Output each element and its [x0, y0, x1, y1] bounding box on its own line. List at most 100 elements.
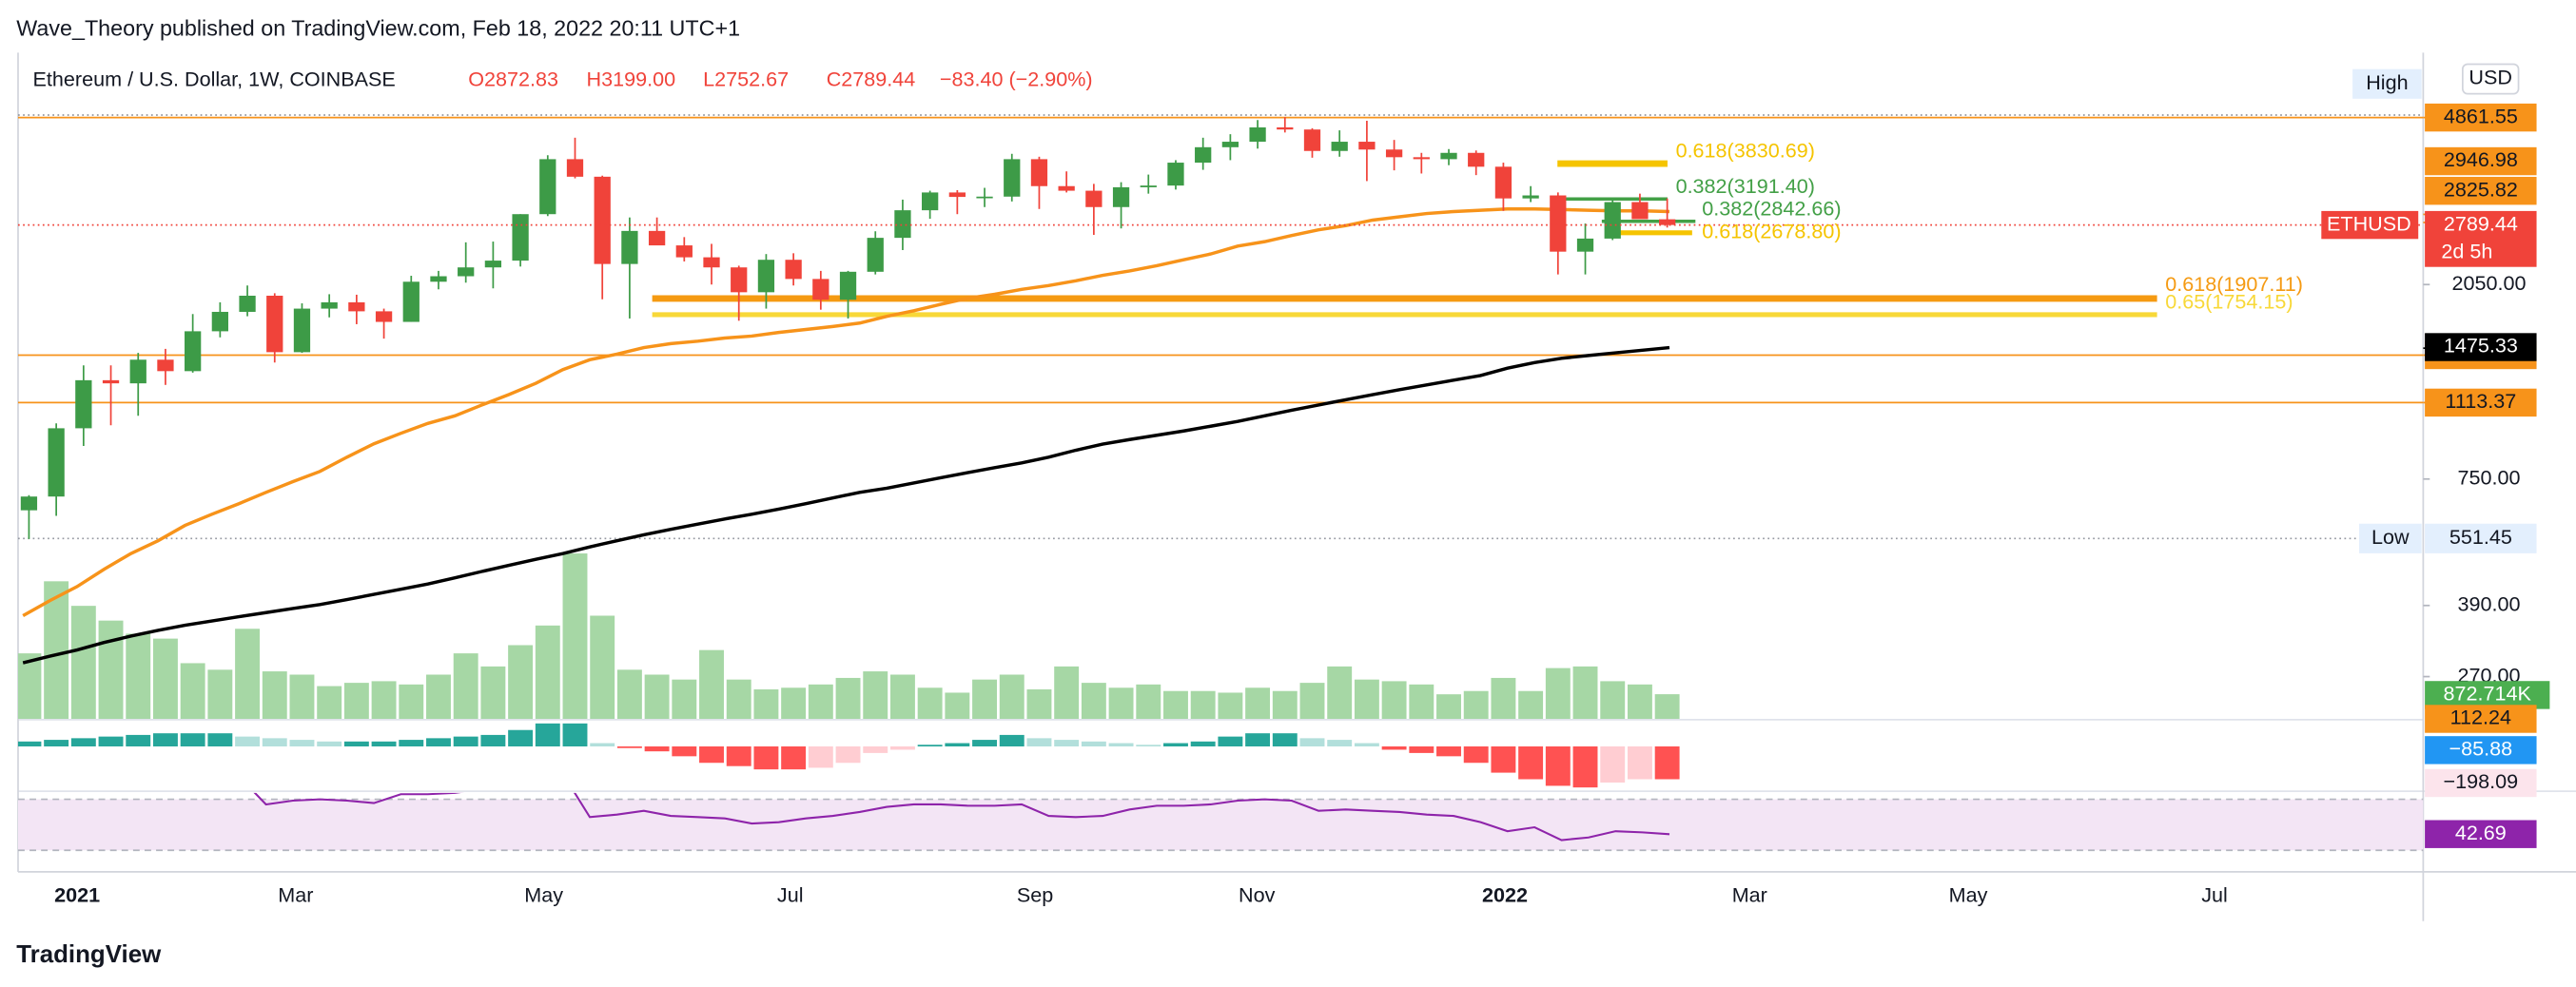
macd-histogram-bar [616, 745, 642, 748]
macd-badge: 112.24 [2450, 706, 2511, 729]
macd-histogram-bar [1136, 745, 1161, 746]
macd-histogram-bar [70, 738, 96, 746]
candle-body [566, 159, 584, 177]
legend-value: H3199.00 [587, 67, 676, 90]
high-label-bg [2352, 68, 2422, 99]
volume-bar [590, 615, 615, 720]
candle-body [185, 331, 202, 372]
candle-body [757, 260, 775, 293]
volume-bar [1136, 684, 1161, 720]
candle-body [1413, 157, 1430, 160]
macd-pane [17, 723, 1680, 788]
price-badge-bg [2425, 146, 2537, 176]
volume-bar [70, 606, 96, 720]
macd-histogram-bar [835, 745, 861, 764]
macd-histogram-bar [753, 745, 779, 770]
volume-bar [699, 649, 724, 720]
price-pane [17, 114, 2424, 720]
volume-bar [1272, 690, 1298, 720]
candle-body [894, 210, 911, 239]
macd-badge-bg [2425, 768, 2537, 798]
volume-bar [1354, 679, 1379, 720]
fib-label: 0.618(1907.11) [2165, 272, 2303, 296]
volume-bar [1190, 690, 1216, 720]
moving-average [22, 345, 1670, 665]
x-tick-label: 2021 [54, 883, 100, 907]
macd-histogram-bar [180, 733, 205, 746]
candle-body [867, 238, 884, 272]
volume-bar [972, 679, 998, 720]
macd-histogram-bar [889, 745, 915, 750]
symbol-label-bg [2321, 210, 2419, 240]
x-tick-label: May [524, 883, 563, 907]
macd-histogram-bar [480, 734, 506, 746]
volume-bar [945, 692, 970, 720]
macd-histogram-bar [1436, 745, 1461, 757]
volume-bar [1545, 668, 1571, 720]
macd-histogram-bar [999, 734, 1025, 746]
macd-histogram-bar [972, 740, 998, 746]
chart-title: Ethereum / U.S. Dollar, 1W, COINBASE [33, 67, 396, 90]
candle-body [102, 379, 120, 384]
legend-value: C2789.44 [827, 67, 916, 90]
macd-badge-bg [2425, 736, 2537, 764]
candle-body [1522, 195, 1539, 199]
candle-body [594, 176, 611, 264]
symbol-label: ETHUSD [2327, 211, 2411, 235]
candle-body [157, 359, 174, 372]
macd-badge: −198.09 [2444, 769, 2519, 793]
currency-button[interactable] [2461, 63, 2520, 95]
candle-body [976, 196, 993, 199]
candle-body [458, 267, 475, 277]
x-tick-label: Nov [1239, 883, 1276, 907]
x-tick-label: Mar [278, 883, 313, 907]
moving-average [22, 206, 1670, 618]
volume-bar [999, 674, 1025, 720]
y-tick-label: 390.00 [2457, 591, 2520, 615]
macd-histogram-bar [1245, 733, 1271, 746]
macd-histogram-bar [1054, 740, 1080, 746]
candle-body [129, 359, 146, 384]
macd-histogram-bar [126, 734, 151, 746]
macd-histogram-bar [1409, 745, 1434, 753]
volume-bar [180, 663, 205, 720]
candle-body [211, 311, 228, 332]
volume-bar [781, 687, 807, 720]
candle-body [1112, 186, 1130, 207]
level-badge: 1113.37 [2445, 389, 2516, 413]
macd-histogram-bar [262, 738, 287, 746]
candle-body [75, 379, 92, 429]
volume-bar [1218, 692, 1243, 720]
candle-body [1550, 195, 1567, 252]
volume-bar [289, 674, 315, 720]
macd-histogram-bar [453, 736, 478, 746]
currency-button-label[interactable]: USD [2469, 66, 2512, 89]
last-price-bg [2425, 210, 2537, 267]
volume-bar [1409, 684, 1434, 720]
volume-bar [1299, 683, 1325, 720]
y-tick-label: 2050.00 [2451, 271, 2526, 295]
macd-histogram-bar [1218, 736, 1243, 746]
volume-bar [1463, 690, 1489, 720]
volume-bar [535, 625, 560, 720]
volume-bar [235, 629, 261, 720]
volume-bar [672, 679, 697, 720]
volume-bar [889, 674, 915, 720]
volume-bar [917, 687, 943, 720]
candle-body [1358, 142, 1376, 150]
candle-body [1604, 202, 1621, 239]
macd-histogram-bar [1299, 738, 1325, 746]
volume-bar [1600, 681, 1626, 720]
candle-body [402, 281, 420, 322]
x-tick-label: Mar [1732, 883, 1767, 907]
low-value: 551.45 [2449, 525, 2512, 549]
candle-body [1494, 166, 1512, 199]
candle-body [1277, 126, 1294, 130]
volume-bar [1245, 687, 1271, 720]
macd-histogram-bar [426, 738, 451, 746]
candle-body [1576, 238, 1594, 252]
candle-body [1385, 149, 1403, 158]
macd-histogram-bar [1654, 745, 1680, 780]
candle-body [675, 245, 693, 258]
